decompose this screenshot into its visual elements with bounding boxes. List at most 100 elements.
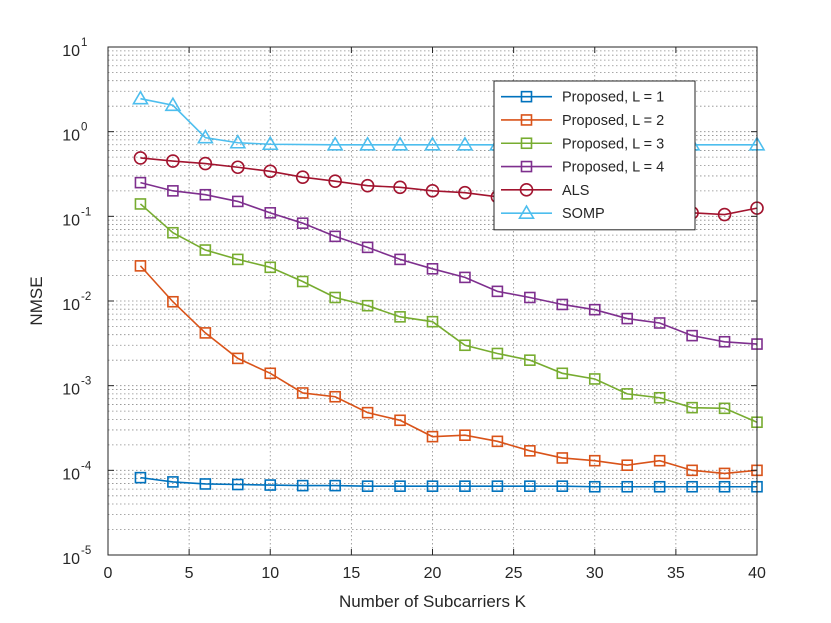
data-point-marker — [196, 129, 214, 144]
x-tick-label: 5 — [185, 565, 194, 582]
data-point-marker — [361, 480, 374, 492]
data-point-marker — [231, 160, 245, 175]
data-point-marker — [588, 454, 601, 467]
data-point-marker — [686, 329, 698, 342]
data-point-marker — [718, 467, 731, 480]
data-point-marker — [556, 367, 569, 380]
data-point-marker — [424, 136, 441, 151]
grid — [108, 47, 757, 555]
legend-item: Proposed, L = 1 — [501, 90, 664, 106]
data-point-marker — [232, 352, 244, 365]
x-axis-label: Number of Subcarriers K — [339, 592, 527, 611]
data-point-marker — [264, 367, 277, 380]
data-point-marker — [229, 134, 247, 149]
data-point-marker — [588, 303, 601, 316]
data-point-marker — [458, 185, 472, 200]
x-tick-label: 20 — [424, 565, 442, 582]
data-point-marker — [718, 335, 731, 348]
data-point-marker — [264, 479, 277, 491]
data-point-marker — [524, 354, 536, 366]
legend-marker — [519, 183, 534, 197]
x-tick-label: 0 — [104, 565, 113, 582]
legend-marker — [518, 204, 535, 219]
legend-item: SOMP — [501, 204, 605, 222]
data-point-marker — [621, 459, 634, 471]
x-tick-label: 15 — [342, 565, 360, 582]
data-point-marker — [426, 480, 439, 492]
data-point-marker — [686, 480, 698, 493]
x-tick-label: 35 — [667, 565, 685, 582]
data-point-marker — [653, 317, 666, 329]
data-point-marker — [459, 339, 471, 352]
legend-item: Proposed, L = 3 — [501, 136, 664, 152]
data-point-marker — [361, 406, 374, 419]
legend-item: Proposed, L = 2 — [501, 113, 664, 129]
y-tick-label-base: 10 — [62, 128, 80, 145]
series-3 — [134, 198, 763, 429]
data-point-marker — [199, 244, 212, 256]
data-point-marker — [524, 445, 536, 457]
data-point-marker — [232, 478, 244, 491]
y-tick-label-exponent: 0 — [81, 122, 87, 134]
y-tick-label-base: 10 — [62, 551, 80, 568]
data-point-marker — [134, 260, 147, 272]
data-point-marker — [296, 479, 309, 492]
legend-label: ALS — [562, 183, 589, 199]
y-axis-label: NMSE — [27, 276, 46, 325]
y-tick-label-exponent: 1 — [81, 37, 87, 49]
legend-marker — [520, 137, 533, 150]
legend-item: Proposed, L = 4 — [501, 160, 664, 176]
data-point-marker — [134, 198, 147, 210]
y-tick-label-base: 10 — [62, 212, 80, 229]
data-point-marker — [361, 241, 374, 254]
data-point-marker — [361, 299, 374, 312]
data-point-marker — [459, 271, 471, 284]
data-point-marker — [264, 207, 277, 219]
legend-box — [493, 80, 696, 231]
y-tick-label-exponent: -2 — [81, 291, 91, 303]
data-point-marker — [621, 388, 634, 400]
legend-marker — [520, 114, 533, 126]
data-point-marker — [394, 480, 406, 492]
legend-item: ALS — [501, 183, 589, 199]
data-point-marker — [167, 226, 179, 239]
data-point-marker — [167, 185, 179, 197]
data-point-marker — [199, 478, 212, 490]
data-point-marker — [556, 452, 569, 464]
data-point-marker — [426, 263, 439, 275]
data-point-marker — [459, 429, 471, 441]
data-point-marker — [588, 480, 601, 493]
data-point-marker — [166, 154, 180, 168]
data-point-marker — [134, 176, 147, 189]
data-point-marker — [717, 207, 732, 222]
data-point-marker — [167, 476, 179, 488]
data-point-marker — [164, 96, 182, 112]
data-point-marker — [263, 164, 278, 179]
data-point-marker — [134, 471, 147, 484]
legend-label: Proposed, L = 4 — [562, 160, 664, 176]
y-tick-label-exponent: -1 — [81, 206, 91, 218]
data-point-marker — [426, 315, 439, 328]
data-point-marker — [329, 291, 341, 304]
data-point-marker — [391, 136, 409, 151]
legend-label: Proposed, L = 3 — [562, 136, 664, 152]
data-point-marker — [232, 195, 244, 208]
data-point-marker — [133, 151, 148, 165]
data-point-marker — [359, 136, 376, 151]
data-point-marker — [329, 390, 341, 403]
data-point-marker — [718, 402, 731, 415]
series-2 — [134, 260, 763, 480]
data-point-marker — [296, 275, 309, 288]
data-point-marker — [326, 136, 344, 151]
data-point-marker — [621, 312, 634, 325]
data-point-marker — [556, 480, 569, 492]
data-point-marker — [425, 184, 440, 198]
data-point-marker — [686, 464, 698, 477]
data-point-marker — [329, 230, 341, 243]
data-point-marker — [295, 170, 310, 184]
data-point-marker — [588, 373, 601, 385]
data-point-marker — [556, 298, 569, 311]
y-tick-label-exponent: -4 — [81, 460, 92, 472]
